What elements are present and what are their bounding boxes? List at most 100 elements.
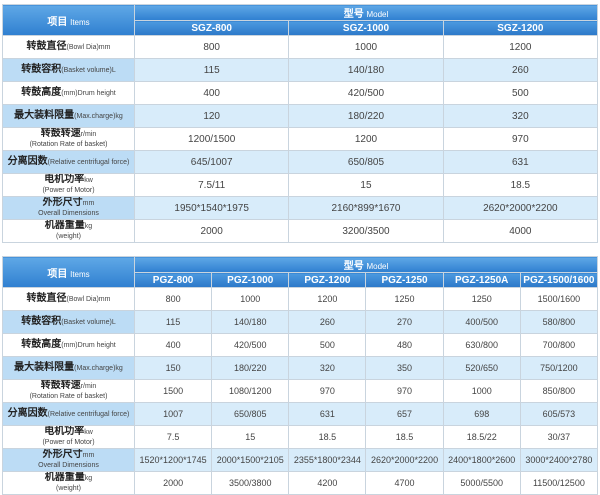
cell-value: 115	[133, 310, 213, 334]
cell-value: 650/805	[211, 402, 290, 426]
cell-value: 4000	[442, 219, 599, 243]
table-row: 分离因数(Relative centrifugal force) 1007 650/…	[2, 402, 599, 426]
table-row: 转鼓容积(Basket volume)L 115 140/180 260 270 400/…	[2, 310, 599, 334]
cell-value: 750/1200	[519, 356, 599, 380]
row-label-unit: kw	[84, 176, 93, 184]
row-label: 分离因数(Relative centrifugal force)	[2, 402, 135, 426]
row-label: 转鼓高度(mm)Drum height	[2, 81, 135, 105]
row-label-en: Overall Dimensions	[38, 462, 99, 469]
row-label-zh: 转鼓转速	[40, 379, 81, 391]
cell-value: 631	[442, 150, 599, 174]
cell-value: 2355*1800*2344	[288, 448, 367, 472]
table-row: 转鼓转速r/min (Rotation Rate of basket) 1200/1…	[2, 127, 599, 151]
cell-value: 4700	[365, 471, 444, 495]
row-label: 转鼓容积(Basket volume)L	[2, 58, 135, 82]
model-name: PGZ-1200	[288, 272, 367, 288]
table-row: 外形尺寸mm Overall Dimensions 1520*1200*1745 20…	[2, 448, 599, 472]
cell-value: 1007	[133, 402, 213, 426]
cell-value: 1080/1200	[211, 379, 290, 403]
table-row: 电机功率kw (Power of Motor) 7.5 15 18.5 18.5 18.5/…	[2, 425, 599, 449]
row-label-zh: 机器重量	[44, 471, 85, 483]
row-label-en: (Power of Motor)	[42, 439, 95, 446]
cell-value: 1500/1600	[519, 287, 599, 311]
cell-value: 700/800	[519, 333, 599, 357]
row-label-zh: 转鼓直径	[26, 292, 67, 304]
cell-value: 400/500	[442, 310, 521, 334]
cell-value: 30/37	[519, 425, 599, 449]
corner-en: Items	[70, 269, 90, 279]
model-name: PGZ-800	[133, 272, 213, 288]
row-label: 外形尺寸mm Overall Dimensions	[2, 448, 135, 472]
cell-value: 18.5	[442, 173, 599, 197]
row-label-zh: 分离因数	[7, 407, 48, 419]
cell-value: 15	[288, 173, 444, 197]
model-row: PGZ-800 PGZ-1000 PGZ-1200 PGZ-1250 PGZ-1…	[3, 272, 599, 288]
corner-header: 项目 Items	[2, 256, 135, 288]
row-label-zh: 转鼓高度	[21, 338, 62, 350]
row-label-en: (Bowl Dia)mm	[66, 43, 111, 51]
cell-value: 1200	[442, 35, 599, 59]
row-label-zh: 最大装料限量	[14, 109, 75, 121]
row-label-unit: kg	[84, 222, 93, 230]
cell-value: 18.5/22	[442, 425, 521, 449]
cell-value: 800	[133, 35, 290, 59]
cell-value: 480	[365, 333, 444, 357]
cell-value: 4200	[288, 471, 367, 495]
cell-value: 657	[365, 402, 444, 426]
cell-value: 7.5	[133, 425, 213, 449]
cell-value: 2620*2000*2200	[365, 448, 444, 472]
row-label: 最大装料限量(Max.charge)kg	[2, 104, 135, 128]
cell-value: 3500/3800	[211, 471, 290, 495]
row-label-en: (Bowl Dia)mm	[66, 295, 111, 303]
cell-value: 1500	[133, 379, 213, 403]
model-header: 型号 Model	[134, 256, 598, 273]
row-label-en: (Relative centrifugal force)	[47, 410, 130, 418]
cell-value: 18.5	[365, 425, 444, 449]
cell-value: 1200/1500	[133, 127, 290, 151]
model-name: PGZ-1250	[365, 272, 444, 288]
cell-value: 500	[288, 333, 367, 357]
row-label: 转鼓转速r/min (Rotation Rate of basket)	[2, 127, 135, 151]
cell-value: 260	[288, 310, 367, 334]
table-row: 转鼓高度(mm)Drum height 400 420/500 500 480 630/8…	[2, 333, 599, 357]
row-label: 转鼓容积(Basket volume)L	[2, 310, 135, 334]
cell-value: 120	[133, 104, 290, 128]
row-label-en: (mm)Drum height	[61, 89, 116, 97]
row-label-en: (Max.charge)kg	[74, 112, 123, 120]
table-row: 分离因数(Relative centrifugal force) 645/1007…	[2, 150, 599, 174]
table-row: 转鼓高度(mm)Drum height 400 420/500 500	[2, 81, 599, 105]
row-label: 机器重量kg (weight)	[2, 219, 135, 243]
row-label: 转鼓直径(Bowl Dia)mm	[2, 287, 135, 311]
model-name: SGZ-1200	[442, 20, 599, 36]
table-row: 转鼓直径(Bowl Dia)mm 800 1000 1200	[2, 35, 599, 59]
table-row: 机器重量kg (weight) 2000 3200/3500 4000	[2, 219, 599, 243]
row-label-en: (Power of Motor)	[42, 187, 95, 194]
row-label-en: (Basket volume)L	[61, 66, 116, 74]
row-label-en: (Basket volume)L	[61, 318, 116, 326]
row-label-en: (Max.charge)kg	[74, 364, 123, 372]
cell-value: 1000	[288, 35, 444, 59]
row-label: 最大装料限量(Max.charge)kg	[2, 356, 135, 380]
row-label-zh: 转鼓容积	[21, 63, 62, 75]
model-header: 型号 Model	[134, 4, 598, 21]
model-name: PGZ-1250A	[442, 272, 521, 288]
row-label-zh: 外形尺寸	[42, 448, 83, 460]
table-row: 最大装料限量(Max.charge)kg 120 180/220 320	[2, 104, 599, 128]
cell-value: 1520*1200*1745	[133, 448, 213, 472]
cell-value: 580/800	[519, 310, 599, 334]
row-label-unit: mm	[82, 451, 95, 459]
row-label: 转鼓直径(Bowl Dia)mm	[2, 35, 135, 59]
model-header-zh: 型号	[343, 9, 364, 20]
row-label-zh: 外形尺寸	[42, 196, 83, 208]
row-label-en: (Rotation Rate of basket)	[29, 393, 108, 400]
row-label: 分离因数(Relative centrifugal force)	[2, 150, 135, 174]
cell-value: 15	[211, 425, 290, 449]
cell-value: 520/650	[442, 356, 521, 380]
row-label-zh: 最大装料限量	[14, 361, 75, 373]
table-row: 转鼓直径(Bowl Dia)mm 800 1000 1200 1250 1250 1500/…	[2, 287, 599, 311]
cell-value: 650/805	[288, 150, 444, 174]
pgz-spec-table: 项目 Items 型号 Model PGZ-800 PGZ-1000 PGZ-1…	[2, 256, 599, 495]
cell-value: 631	[288, 402, 367, 426]
table-row: 转鼓容积(Basket volume)L 115 140/180 260	[2, 58, 599, 82]
row-label: 外形尺寸mm Overall Dimensions	[2, 196, 135, 220]
